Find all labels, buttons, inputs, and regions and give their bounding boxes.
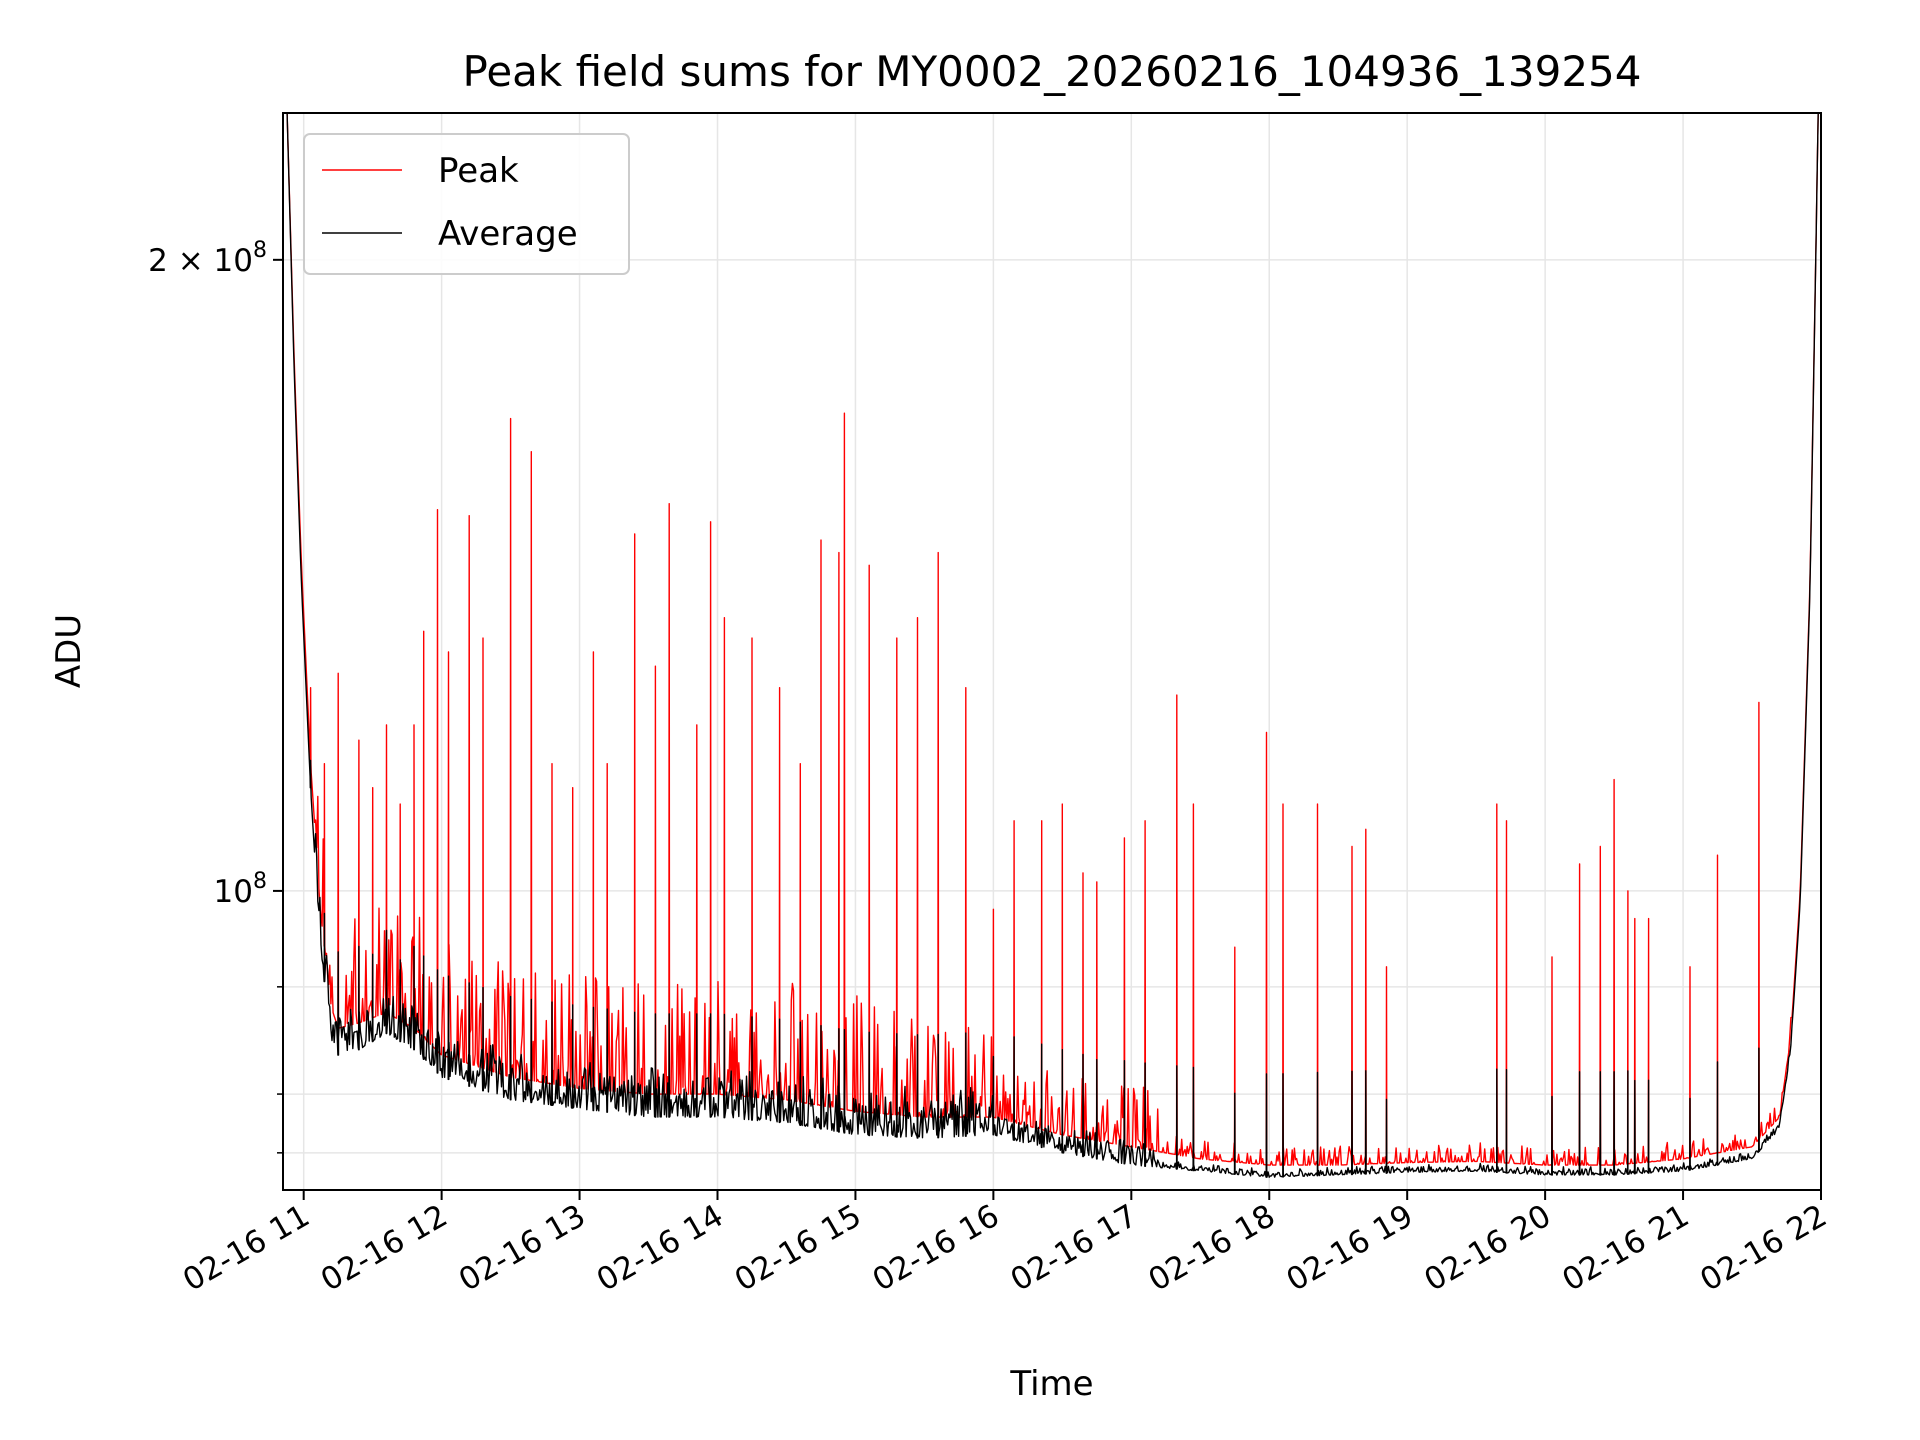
grid-lines	[283, 113, 1822, 1190]
y-tick-label: 2 × 108	[148, 238, 267, 279]
chart-title: Peak field sums for MY0002_20260216_1049…	[462, 47, 1641, 96]
legend-box	[303, 133, 630, 275]
y-axis-label: ADU	[49, 614, 89, 688]
x-axis-label: Time	[1009, 1364, 1093, 1404]
y-axis: 108 2 × 108	[148, 238, 283, 1154]
series-layer	[286, 113, 1819, 1178]
legend-label-average: Average	[438, 214, 578, 254]
plot-frame	[282, 112, 1822, 1191]
y-tick-label: 108	[214, 869, 267, 910]
legend-label-peak: Peak	[438, 151, 519, 191]
series-line-average	[286, 113, 1819, 1178]
legend: Peak Average	[303, 133, 630, 275]
